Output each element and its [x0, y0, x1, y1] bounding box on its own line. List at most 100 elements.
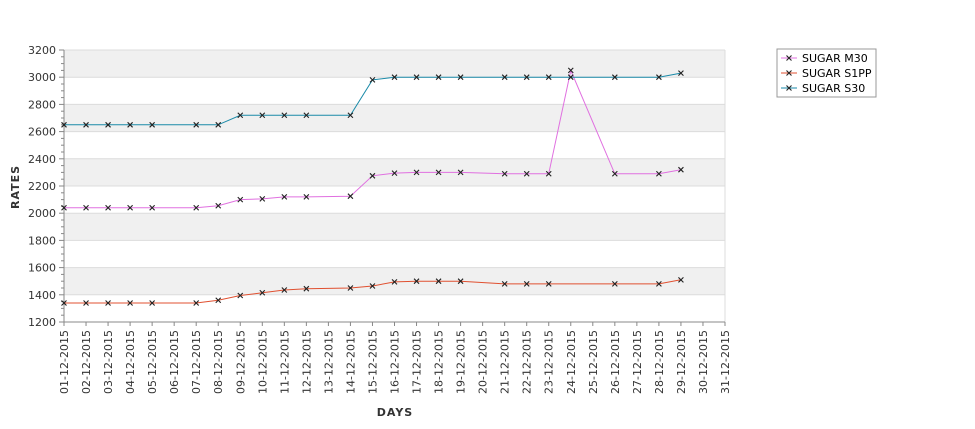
data-point-marker — [215, 202, 222, 209]
data-point-marker — [61, 300, 67, 306]
data-point-marker — [457, 278, 464, 285]
x-tick-label: 28-12-2015 — [653, 330, 666, 394]
data-point-marker — [105, 204, 111, 211]
data-point-marker — [193, 300, 200, 306]
x-tick-label: 12-12-2015 — [300, 330, 313, 394]
data-point-marker — [193, 204, 200, 211]
legend-item-s1pp: SUGAR S1PP — [781, 67, 872, 80]
data-point-marker — [303, 285, 310, 292]
data-point-marker — [369, 283, 376, 289]
series-line — [64, 68, 681, 209]
data-point-marker — [281, 287, 288, 293]
data-point-marker — [61, 121, 67, 128]
x-tick-label: 30-12-2015 — [697, 330, 710, 394]
data-point-marker — [83, 121, 89, 128]
x-tick-label: 14-12-2015 — [344, 330, 357, 394]
data-point-marker — [391, 74, 398, 81]
x-tick-label: 06-12-2015 — [168, 330, 181, 394]
data-point-marker — [303, 112, 310, 119]
x-tick-label: 05-12-2015 — [146, 330, 159, 394]
data-point-marker — [523, 170, 530, 177]
data-point-marker — [435, 74, 442, 81]
grid-band — [64, 213, 725, 241]
data-point-marker — [259, 112, 266, 119]
data-point-marker — [281, 112, 288, 119]
data-point-marker — [237, 112, 244, 119]
x-tick-label: 02-12-2015 — [80, 330, 93, 394]
data-point-marker — [83, 300, 89, 306]
x-tick-label: 09-12-2015 — [234, 330, 247, 394]
data-point-marker — [435, 278, 442, 285]
x-tick-label: 18-12-2015 — [433, 330, 446, 394]
data-point-marker — [347, 112, 354, 119]
data-point-marker — [61, 204, 67, 211]
data-point-marker — [237, 292, 244, 299]
data-point-marker — [435, 169, 442, 176]
legend-label-s1pp: SUGAR S1PP — [802, 67, 872, 80]
legend-marker-m30 — [781, 55, 797, 61]
legend-point-marker — [786, 85, 792, 91]
legend-point-marker — [786, 70, 792, 76]
x-tick-label: 15-12-2015 — [366, 330, 379, 394]
data-point-marker — [127, 204, 133, 211]
y-tick-label: 2000 — [28, 207, 56, 220]
data-point-marker — [611, 74, 618, 81]
x-tick-label: 01-12-2015 — [58, 330, 71, 394]
y-tick-label: 1600 — [28, 262, 56, 275]
y-tick-label: 1400 — [28, 289, 56, 302]
data-point-marker — [656, 170, 662, 177]
data-point-marker — [678, 276, 684, 283]
series-markers — [61, 67, 684, 306]
x-tick-label: 10-12-2015 — [256, 330, 269, 394]
data-point-marker — [391, 170, 398, 176]
data-point-marker — [347, 285, 354, 291]
x-tick-label: 08-12-2015 — [212, 330, 225, 394]
grid-bands — [64, 50, 725, 295]
x-tick-label: 24-12-2015 — [565, 330, 578, 394]
x-tick-label: 23-12-2015 — [543, 330, 556, 394]
x-tick-label: 11-12-2015 — [278, 330, 291, 394]
data-point-marker — [501, 281, 508, 287]
data-point-marker — [678, 166, 684, 173]
data-point-marker — [127, 300, 133, 306]
data-point-marker — [369, 172, 376, 179]
data-point-marker — [303, 193, 310, 200]
x-tick-label: 29-12-2015 — [675, 330, 688, 394]
x-tick-label: 21-12-2015 — [499, 330, 512, 394]
y-tick-label: 3200 — [28, 44, 56, 57]
y-tick-label: 1200 — [28, 316, 56, 329]
legend-marker-s30 — [781, 85, 797, 91]
data-point-marker — [567, 67, 574, 74]
data-point-marker — [567, 74, 574, 81]
x-axis-title: DAYS — [377, 406, 413, 419]
y-tick-label: 2400 — [28, 153, 56, 166]
x-tick-label: 25-12-2015 — [587, 330, 600, 394]
data-point-marker — [215, 121, 222, 128]
grid-band — [64, 50, 725, 78]
data-point-marker — [105, 300, 111, 306]
data-point-marker — [215, 297, 222, 304]
data-point-marker — [149, 300, 156, 306]
data-point-marker — [369, 77, 376, 83]
x-tick-label: 16-12-2015 — [389, 330, 402, 394]
data-point-marker — [678, 70, 684, 77]
data-point-marker — [149, 204, 156, 211]
data-point-marker — [281, 193, 288, 200]
data-point-marker — [391, 278, 398, 285]
x-tick-labels: 01-12-2015 02-12-2015 03-12-2015 04-12-2015… — [58, 330, 732, 394]
legend-item-m30: SUGAR M30 — [781, 52, 868, 65]
x-tick-label: 13-12-2015 — [322, 330, 335, 394]
data-point-marker — [83, 204, 89, 211]
data-point-marker — [545, 170, 552, 177]
legend-marker-s1pp — [781, 70, 797, 76]
legend-label-s30: SUGAR S30 — [802, 82, 865, 95]
data-point-marker — [523, 281, 530, 287]
data-point-marker — [501, 74, 508, 81]
data-point-marker — [259, 289, 266, 296]
y-tick-label: 1800 — [28, 234, 56, 247]
data-point-marker — [413, 169, 420, 176]
x-tick-label: 22-12-2015 — [521, 330, 534, 394]
grid-band — [64, 104, 725, 132]
y-tick-label: 2800 — [28, 98, 56, 111]
